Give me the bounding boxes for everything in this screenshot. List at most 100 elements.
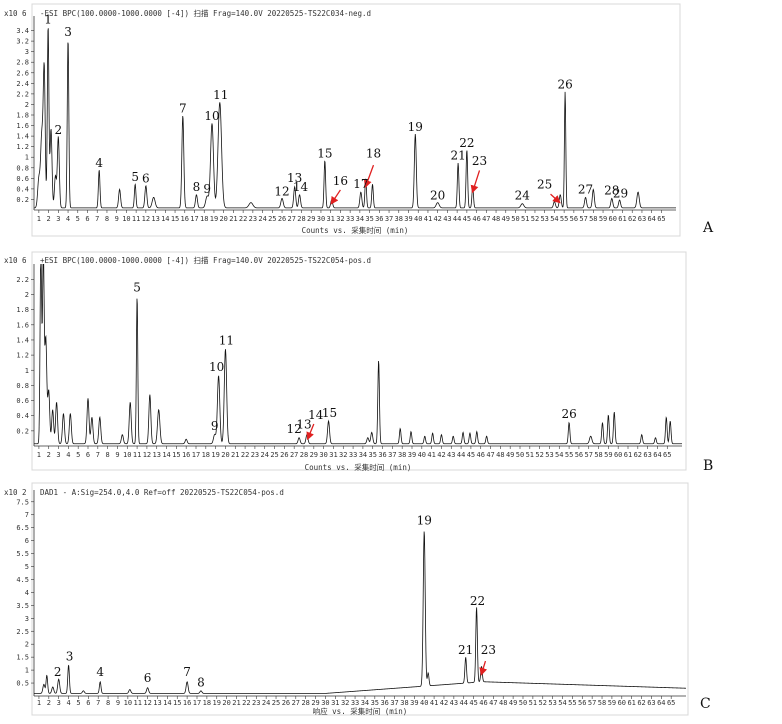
peak-label: 2 — [54, 665, 62, 679]
x-tick-label: 37 — [385, 215, 393, 223]
x-tick-label: 51 — [529, 699, 537, 707]
panel-frame — [31, 482, 689, 716]
x-tick-label: 54 — [550, 215, 558, 223]
y-tick-label: 1.5 — [16, 654, 29, 662]
x-tick-label: 55 — [565, 451, 573, 459]
x-tick-label: 50 — [511, 215, 519, 223]
x-tick-label: 44 — [453, 215, 461, 223]
x-tick-label: 39 — [404, 215, 412, 223]
x-tick-label: 25 — [272, 699, 280, 707]
peak-label: 14 — [308, 408, 324, 422]
red-arrow — [364, 164, 375, 189]
x-tick-label: 18 — [202, 451, 210, 459]
x-tick-label: 28 — [300, 451, 308, 459]
x-tick-label: 57 — [588, 699, 596, 707]
x-tick-label: 59 — [604, 451, 612, 459]
x-tick-label: 11 — [132, 215, 140, 223]
x-tick-label: 30 — [319, 451, 327, 459]
x-tick-label: 40 — [418, 451, 426, 459]
x-tick-label: 20 — [219, 215, 227, 223]
y-tick-label: 2 — [25, 101, 29, 109]
y-tick-label: 2.4 — [16, 80, 29, 88]
peak-label: 29 — [613, 187, 628, 201]
peak-label: 18 — [366, 146, 381, 160]
peak-label: 21 — [458, 643, 473, 657]
peak-label: 7 — [183, 665, 191, 679]
y-scale-label: x10 2 — [4, 488, 27, 497]
peak-label: 4 — [96, 665, 104, 679]
x-tick-label: 2 — [47, 699, 51, 707]
x-tick-label: 31 — [331, 699, 339, 707]
peak-label: 10 — [209, 360, 224, 374]
x-tick-label: 18 — [200, 215, 208, 223]
x-tick-label: 24 — [262, 699, 270, 707]
x-tick-label: 44 — [457, 451, 465, 459]
y-tick-label: 2.2 — [16, 90, 29, 98]
x-tick-label: 60 — [614, 451, 622, 459]
x-tick-label: 7 — [96, 451, 100, 459]
y-tick-label: 0.2 — [16, 427, 29, 435]
x-tick-label: 20 — [221, 451, 229, 459]
peak-label: 10 — [204, 109, 219, 123]
y-tick-label: 1.2 — [16, 143, 29, 151]
x-tick-label: 37 — [390, 699, 398, 707]
x-tick-label: 30 — [317, 215, 325, 223]
x-tick-label: 26 — [282, 699, 290, 707]
peak-label: 20 — [430, 189, 445, 203]
x-tick-label: 37 — [388, 451, 396, 459]
x-tick-label: 51 — [526, 451, 534, 459]
peak-label: 13 — [287, 171, 302, 185]
x-tick-label: 53 — [548, 699, 556, 707]
chromatogram-trace — [33, 28, 676, 209]
y-tick-label: 6 — [25, 537, 29, 545]
x-tick-label: 6 — [86, 451, 90, 459]
x-tick-label: 22 — [241, 451, 249, 459]
x-tick-label: 44 — [460, 699, 468, 707]
x-tick-label: 62 — [628, 215, 636, 223]
y-tick-label: 3 — [25, 48, 29, 56]
x-tick-label: 49 — [502, 215, 510, 223]
y-tick-label: 1 — [25, 154, 29, 162]
y-tick-label: 0.4 — [16, 185, 29, 193]
x-tick-label: 43 — [443, 215, 451, 223]
peak-label: 22 — [470, 594, 485, 608]
x-tick-label: 57 — [579, 215, 587, 223]
y-tick-label: 0.8 — [16, 164, 29, 172]
x-tick-label: 8 — [106, 451, 110, 459]
x-tick-label: 39 — [408, 451, 416, 459]
x-tick-label: 42 — [437, 451, 445, 459]
x-tick-label: 32 — [336, 215, 344, 223]
x-tick-label: 42 — [433, 215, 441, 223]
x-tick-label: 5 — [76, 215, 80, 223]
x-tick-label: 56 — [570, 215, 578, 223]
x-tick-label: 23 — [252, 699, 260, 707]
peak-label: 5 — [131, 170, 139, 184]
peak-label: 17 — [353, 177, 368, 191]
x-tick-label: 3 — [56, 215, 60, 223]
x-tick-label: 16 — [181, 215, 189, 223]
y-tick-label: 1 — [25, 367, 29, 375]
x-tick-label: 56 — [578, 699, 586, 707]
x-tick-label: 23 — [249, 215, 257, 223]
x-tick-label: 13 — [153, 451, 161, 459]
x-tick-label: 6 — [86, 699, 90, 707]
x-tick-label: 11 — [133, 451, 141, 459]
x-tick-label: 15 — [171, 215, 179, 223]
x-tick-label: 12 — [143, 699, 151, 707]
x-tick-label: 15 — [173, 699, 181, 707]
y-tick-label: 3.4 — [16, 27, 29, 35]
peak-label: 12 — [274, 184, 289, 198]
y-tick-label: 1.6 — [16, 321, 29, 329]
x-tick-label: 45 — [467, 451, 475, 459]
peak-label: 28 — [604, 183, 619, 197]
x-tick-label: 58 — [598, 699, 606, 707]
x-tick-label: 41 — [427, 451, 435, 459]
x-tick-label: 62 — [637, 699, 645, 707]
x-tick-label: 48 — [496, 451, 504, 459]
x-tick-label: 61 — [618, 215, 626, 223]
x-tick-label: 19 — [210, 215, 218, 223]
peak-label: 19 — [408, 120, 423, 134]
x-tick-label: 22 — [239, 215, 247, 223]
x-tick-label: 35 — [369, 451, 377, 459]
x-tick-label: 64 — [657, 699, 665, 707]
